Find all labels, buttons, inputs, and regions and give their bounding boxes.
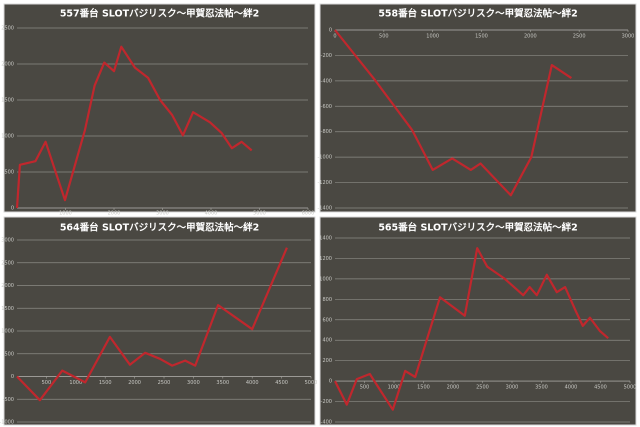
y-tick-label: 2500 — [1, 26, 14, 32]
x-tick-label: 3500 — [535, 385, 548, 391]
y-tick-label: -600 — [321, 104, 332, 110]
x-tick-label: 0 — [333, 34, 336, 40]
y-tick-label: 1500 — [1, 98, 14, 104]
x-tick-label: 1000 — [388, 385, 401, 391]
x-tick-label: 1500 — [417, 385, 430, 391]
y-tick-label: -400 — [321, 420, 332, 426]
x-tick-label: 2000 — [524, 34, 537, 40]
x-tick-label: 1000 — [59, 211, 72, 217]
y-tick-label: 2500 — [1, 260, 14, 266]
x-tick-label: 2500 — [158, 380, 171, 386]
chart-title: 565番台 SLOTバジリスク～甲賀忍法帖～絆2 — [378, 222, 577, 234]
y-tick-label: 0 — [329, 28, 332, 34]
y-tick-label: 500 — [4, 170, 14, 176]
x-tick-label: 500 — [360, 385, 370, 391]
x-tick-label: 4000 — [205, 211, 218, 217]
x-tick-label: 4500 — [594, 385, 607, 391]
y-tick-label: 0 — [329, 379, 332, 385]
y-tick-label: 800 — [322, 297, 332, 303]
x-tick-label: 2500 — [573, 34, 586, 40]
panel — [319, 3, 637, 213]
y-tick-label: -400 — [321, 78, 332, 84]
y-tick-label: -200 — [321, 53, 332, 59]
x-tick-label: 1500 — [99, 380, 112, 386]
x-tick-label: 4000 — [246, 380, 259, 386]
x-tick-label: 5000 — [624, 385, 637, 391]
x-tick-label: 3000 — [156, 211, 169, 217]
panel — [3, 216, 316, 426]
y-tick-label: -200 — [321, 399, 332, 405]
x-tick-label: 3000 — [506, 385, 519, 391]
x-tick-label: 2000 — [128, 380, 141, 386]
y-tick-label: 600 — [322, 317, 332, 323]
x-tick-label: 500 — [379, 34, 389, 40]
y-tick-label: 1400 — [319, 236, 332, 242]
y-tick-label: 1500 — [1, 306, 14, 312]
y-tick-label: 500 — [4, 351, 14, 357]
x-tick-label: 2500 — [476, 385, 489, 391]
chart-title: 558番台 SLOTバジリスク～甲賀忍法帖～絆2 — [378, 8, 577, 20]
panel — [3, 3, 316, 213]
data-line — [16, 247, 288, 402]
x-tick-label: 3000 — [622, 34, 635, 40]
x-tick-label: 6000 — [302, 211, 315, 217]
y-tick-label: 1200 — [319, 256, 332, 262]
x-tick-label: 2000 — [447, 385, 460, 391]
y-tick-label: -1000 — [317, 155, 332, 161]
x-tick-label: 2000 — [108, 211, 121, 217]
chart-title: 564番台 SLOTバジリスク～甲賀忍法帖～絆2 — [60, 222, 259, 234]
x-tick-label: 4500 — [275, 380, 288, 386]
y-tick-label: -500 — [3, 397, 14, 403]
y-tick-label: 1000 — [319, 276, 332, 282]
y-tick-label: 400 — [322, 338, 332, 344]
y-tick-label: -800 — [321, 129, 332, 135]
y-tick-label: 2000 — [1, 283, 14, 289]
x-tick-label: 500 — [42, 380, 52, 386]
y-tick-label: 2000 — [1, 62, 14, 68]
x-tick-label: 1500 — [475, 34, 488, 40]
data-line — [334, 29, 573, 197]
x-tick-label: 1000 — [69, 380, 82, 386]
y-tick-label: 1000 — [1, 134, 14, 140]
x-tick-label: 4000 — [565, 385, 578, 391]
y-tick-label: -1400 — [317, 206, 332, 212]
x-tick-label: 3500 — [216, 380, 229, 386]
data-line — [334, 247, 609, 411]
y-tick-label: 1000 — [1, 329, 14, 335]
data-line — [15, 45, 253, 209]
y-tick-label: 200 — [322, 358, 332, 364]
x-tick-label: 3000 — [187, 380, 200, 386]
chart-title: 557番台 SLOTバジリスク～甲賀忍法帖～絆2 — [60, 8, 259, 20]
y-tick-label: 0 — [11, 374, 14, 380]
x-tick-label: 5000 — [253, 211, 266, 217]
y-tick-label: -1200 — [317, 180, 332, 186]
y-tick-label: -1000 — [0, 420, 14, 426]
x-tick-label: 5000 — [305, 380, 318, 386]
y-tick-label: 3000 — [1, 238, 14, 244]
x-tick-label: 1000 — [426, 34, 439, 40]
y-tick-label: 0 — [11, 206, 14, 212]
